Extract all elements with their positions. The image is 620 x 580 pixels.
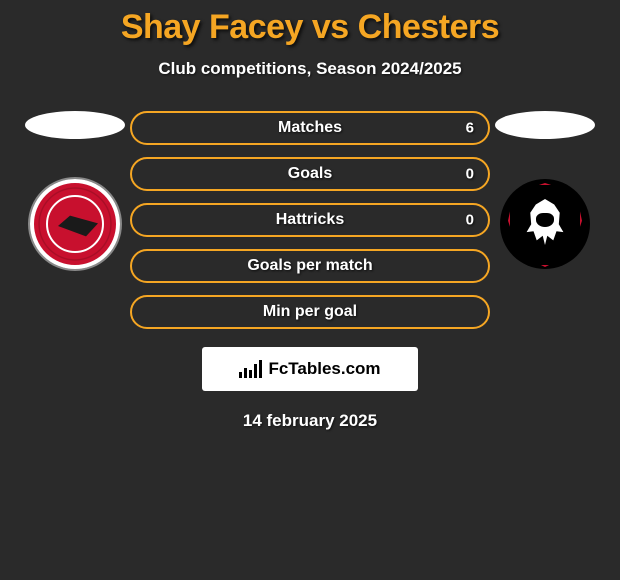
player-left-column xyxy=(20,111,130,269)
club-badge-left xyxy=(30,179,120,269)
stat-row-goals: Goals 0 xyxy=(130,157,490,191)
stat-label: Hattricks xyxy=(276,211,344,229)
player-right-column xyxy=(490,111,600,269)
subtitle: Club competitions, Season 2024/2025 xyxy=(0,59,620,79)
club-badge-right xyxy=(500,179,590,269)
stat-label: Goals xyxy=(288,165,332,183)
player-left-indicator xyxy=(25,111,125,139)
branding-box[interactable]: FcTables.com xyxy=(202,347,418,391)
stat-right-value: 6 xyxy=(466,120,474,137)
branding-text: FcTables.com xyxy=(268,359,380,379)
page-title: Shay Facey vs Chesters xyxy=(0,0,620,47)
stat-row-goals-per-match: Goals per match xyxy=(130,249,490,283)
stat-row-hattricks: Hattricks 0 xyxy=(130,203,490,237)
stat-label: Min per goal xyxy=(263,303,357,321)
stats-list: Matches 6 Goals 0 Hattricks 0 Goals per … xyxy=(130,111,490,329)
stat-label: Goals per match xyxy=(247,257,372,275)
footer-date: 14 february 2025 xyxy=(0,411,620,431)
stat-label: Matches xyxy=(278,119,342,137)
stat-right-value: 0 xyxy=(466,166,474,183)
salford-lion-face-icon xyxy=(536,213,554,227)
stat-row-min-per-goal: Min per goal xyxy=(130,295,490,329)
bar-chart-icon xyxy=(239,360,262,378)
player-right-indicator xyxy=(495,111,595,139)
comparison-panel: Matches 6 Goals 0 Hattricks 0 Goals per … xyxy=(0,111,620,329)
stat-row-matches: Matches 6 xyxy=(130,111,490,145)
stat-right-value: 0 xyxy=(466,212,474,229)
